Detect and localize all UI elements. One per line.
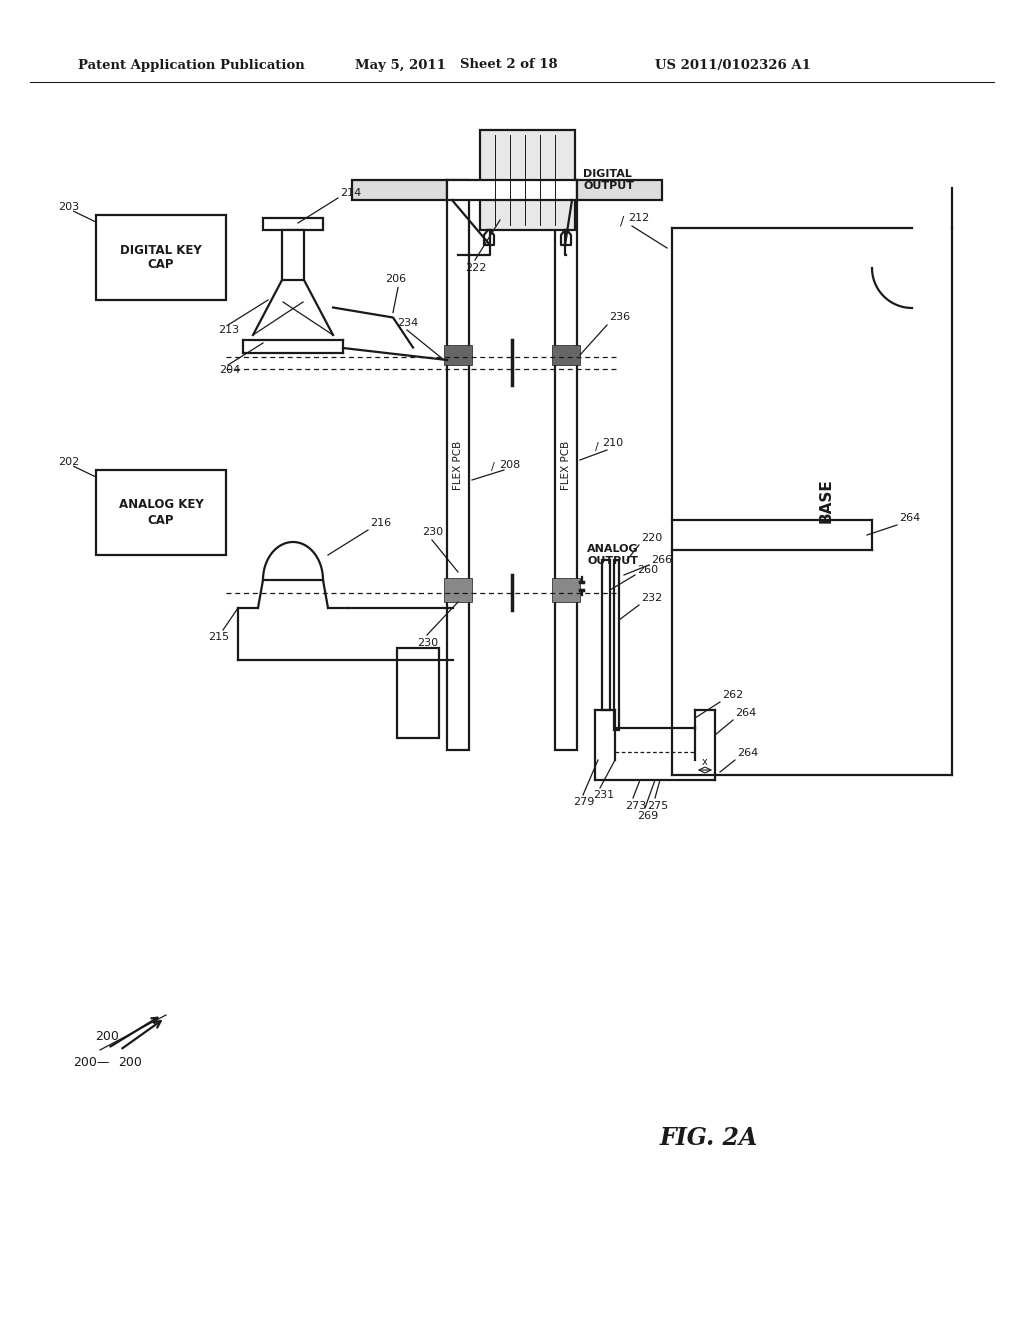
Text: /: / bbox=[490, 462, 495, 473]
Text: 262: 262 bbox=[722, 690, 743, 700]
Text: 216: 216 bbox=[370, 517, 391, 528]
Bar bbox=[577, 180, 662, 201]
Text: ANALOG KEY
CAP: ANALOG KEY CAP bbox=[119, 499, 204, 527]
Text: FLEX PCB: FLEX PCB bbox=[453, 441, 463, 490]
Text: 200: 200 bbox=[118, 1056, 142, 1068]
Bar bbox=[352, 180, 447, 201]
Text: 264: 264 bbox=[737, 748, 758, 758]
Bar bbox=[447, 180, 469, 750]
Text: 200: 200 bbox=[95, 1030, 119, 1043]
Bar bbox=[444, 578, 472, 602]
Bar bbox=[96, 470, 226, 554]
Text: 210: 210 bbox=[602, 438, 624, 447]
Bar bbox=[480, 129, 575, 230]
Text: May 5, 2011: May 5, 2011 bbox=[355, 58, 445, 71]
Text: 230: 230 bbox=[422, 527, 443, 537]
Text: FIG. 2A: FIG. 2A bbox=[660, 1126, 759, 1150]
Text: 222: 222 bbox=[465, 263, 486, 273]
Text: FLEX PCB: FLEX PCB bbox=[561, 441, 571, 490]
Text: 260: 260 bbox=[637, 565, 658, 576]
Text: 213: 213 bbox=[218, 325, 240, 335]
Text: 273: 273 bbox=[625, 801, 646, 810]
Bar bbox=[602, 560, 610, 710]
Text: 266: 266 bbox=[651, 554, 672, 565]
Text: /: / bbox=[595, 442, 599, 451]
Text: Sheet 2 of 18: Sheet 2 of 18 bbox=[460, 58, 558, 71]
Bar bbox=[263, 218, 323, 230]
Text: 269: 269 bbox=[637, 810, 658, 821]
Text: 212: 212 bbox=[628, 213, 649, 223]
Text: 202: 202 bbox=[58, 457, 79, 467]
Text: DIGITAL
OUTPUT: DIGITAL OUTPUT bbox=[583, 169, 634, 191]
Bar bbox=[282, 230, 304, 280]
Text: US 2011/0102326 A1: US 2011/0102326 A1 bbox=[655, 58, 811, 71]
Text: x: x bbox=[702, 756, 708, 767]
Text: 234: 234 bbox=[397, 318, 418, 327]
Text: 215: 215 bbox=[208, 632, 229, 642]
Text: /: / bbox=[620, 214, 625, 227]
Bar bbox=[96, 215, 226, 300]
Bar bbox=[614, 560, 618, 730]
Text: 204: 204 bbox=[219, 366, 241, 375]
Bar bbox=[555, 180, 577, 750]
Text: 279: 279 bbox=[573, 797, 594, 807]
Text: 264: 264 bbox=[899, 513, 921, 523]
Text: 203: 203 bbox=[58, 202, 79, 213]
Text: BASE: BASE bbox=[818, 479, 834, 523]
Bar bbox=[552, 345, 580, 366]
Text: 206: 206 bbox=[385, 275, 407, 285]
Bar bbox=[552, 578, 580, 602]
Text: 220: 220 bbox=[641, 533, 663, 543]
Text: 231: 231 bbox=[593, 789, 614, 800]
Bar bbox=[447, 180, 577, 201]
Bar bbox=[444, 345, 472, 366]
Text: Patent Application Publication: Patent Application Publication bbox=[78, 58, 305, 71]
Text: 264: 264 bbox=[735, 708, 757, 718]
Text: 214: 214 bbox=[340, 187, 361, 198]
Text: 230: 230 bbox=[417, 638, 438, 648]
Text: 232: 232 bbox=[641, 593, 663, 603]
Text: 208: 208 bbox=[499, 459, 520, 470]
Text: DIGITAL KEY
CAP: DIGITAL KEY CAP bbox=[120, 243, 202, 272]
Text: ANALOG
OUTPUT: ANALOG OUTPUT bbox=[587, 544, 639, 566]
Text: 236: 236 bbox=[609, 312, 630, 322]
Text: 200—: 200— bbox=[74, 1056, 110, 1068]
Text: 275: 275 bbox=[647, 801, 669, 810]
Bar bbox=[397, 648, 439, 738]
